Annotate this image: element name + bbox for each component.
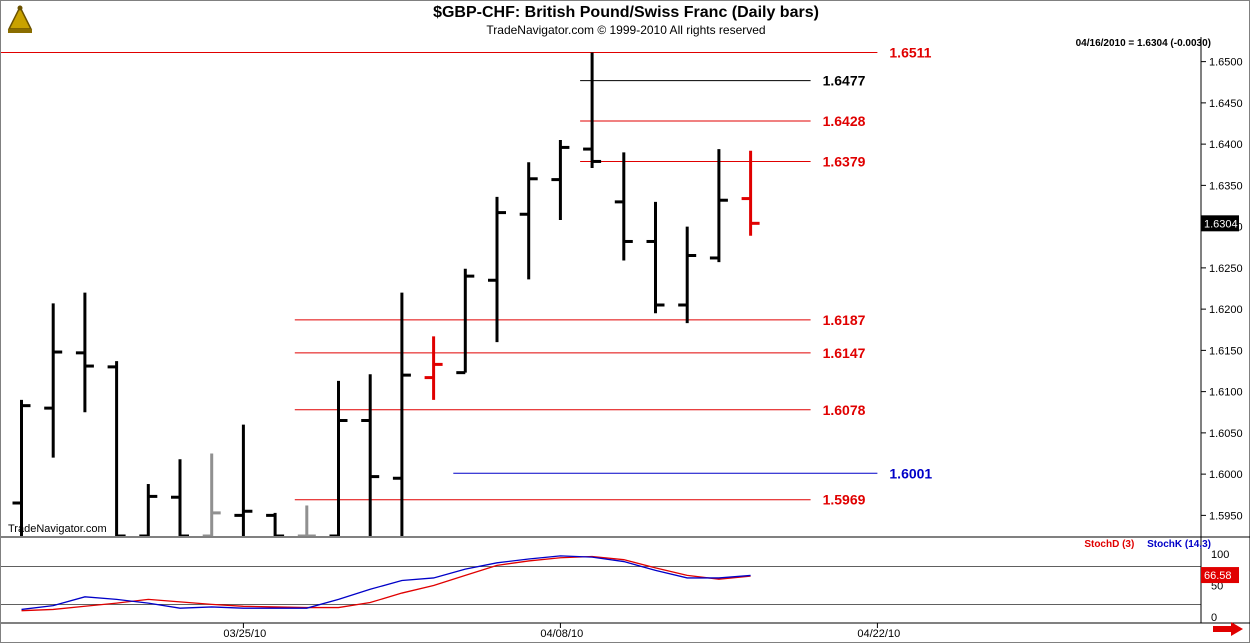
price-tick-label: 1.6400 [1209,139,1243,151]
ohlc-bar[interactable] [646,201,665,314]
ohlc-bar[interactable] [234,424,253,536]
ohlc-bar[interactable] [171,459,189,536]
price-tick-label: 1.6450 [1209,98,1243,110]
ohlc-bar[interactable] [107,361,126,536]
last-price-badge [1201,215,1239,232]
ohlc-bar[interactable] [709,149,728,263]
red-arrow-right-icon[interactable] [1213,622,1243,636]
stochastic-legend: StochD (3) StochK (14,3) [1084,539,1211,550]
stoch-tick-label: 50 [1211,581,1223,593]
ohlc-bar[interactable] [44,303,63,458]
ohlc-bar[interactable] [12,399,31,536]
chart-subtitle: TradeNavigator.com © 1999-2010 All right… [486,23,766,37]
level-label-1.6001: 1.6001 [889,465,932,481]
stoch-tick-label: 0 [1211,612,1217,624]
price-tick-label: 1.5950 [1209,510,1243,522]
ohlc-bar[interactable] [202,453,221,537]
price-tick-label: 1.6150 [1209,345,1243,357]
level-label-1.6187: 1.6187 [823,312,866,328]
sextant-logo-icon[interactable] [3,3,37,37]
level-label-1.5969: 1.5969 [823,492,866,508]
stoch-tick-label: 100 [1211,549,1229,561]
ohlc-bar[interactable] [297,505,316,536]
chart-title: $GBP-CHF: British Pound/Swiss Franc (Dai… [433,4,819,21]
level-label-1.6379: 1.6379 [823,153,866,169]
stochk-line [21,555,751,611]
ohlc-bar[interactable] [488,196,506,343]
ohlc-bar[interactable] [424,336,443,400]
ohlc-bar[interactable] [583,52,602,169]
ohlc-bar[interactable] [456,268,475,375]
ohlc-bar[interactable] [329,380,348,536]
legend-stochk: StochK (14,3) [1147,539,1211,550]
last-quote-readout: 04/16/2010 = 1.6304 (-0.0030) [1075,38,1211,49]
stoch-value-label: 66.58 [1204,570,1232,582]
ohlc-bar[interactable] [75,292,94,413]
level-label-1.6428: 1.6428 [823,113,866,129]
watermark: TradeNavigator.com [8,523,107,535]
level-label-1.6147: 1.6147 [823,345,866,361]
level-label-1.6477: 1.6477 [823,73,866,89]
ohlc-bar[interactable] [519,162,538,280]
ohlc-bar[interactable] [678,226,697,324]
price-tick-label: 1.6000 [1209,469,1243,481]
price-tick-label: 1.6500 [1209,57,1243,69]
ohlc-bar[interactable] [551,140,570,221]
date-tick-label: 04/22/10 [857,628,900,640]
ohlc-bar[interactable] [266,512,285,536]
level-label-1.6511: 1.6511 [889,45,931,61]
level-label-1.6078: 1.6078 [823,402,866,418]
price-tick-label: 1.6100 [1209,387,1243,399]
price-tick-label: 1.6250 [1209,263,1243,275]
stochd-line [21,555,751,612]
ohlc-bar[interactable] [139,484,158,536]
date-tick-label: 04/08/10 [540,628,583,640]
last-price-label: 1.6304 [1204,218,1238,230]
legend-stochd: StochD (3) [1084,539,1135,550]
ohlc-bar[interactable] [361,374,380,536]
price-tick-label: 1.6200 [1209,304,1243,316]
ohlc-bar[interactable] [614,152,633,261]
date-tick-label: 03/25/10 [223,628,266,640]
ohlc-bar[interactable] [392,292,411,536]
price-tick-label: 1.6350 [1209,180,1243,192]
price-tick-label: 1.6050 [1209,428,1243,440]
stoch-value-badge [1201,567,1239,584]
ohlc-bar[interactable] [741,150,760,236]
